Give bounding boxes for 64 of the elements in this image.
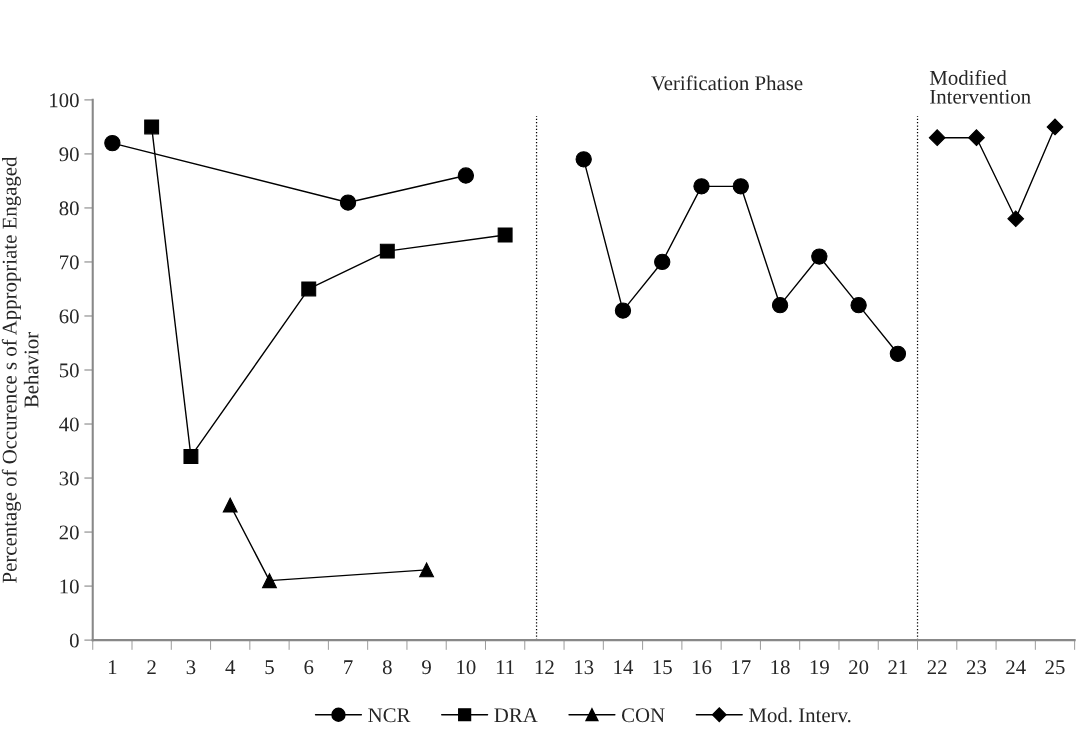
x-tick-label: 7 <box>344 660 353 674</box>
x-tick-label: 14 <box>614 660 634 674</box>
x-tick-label: 13 <box>575 660 594 675</box>
y-tick-label: 90 <box>59 147 79 162</box>
point <box>968 129 985 147</box>
legend-label: NCR <box>368 708 411 723</box>
x-tick-label: 1 <box>109 660 117 674</box>
x-tick-label: 2 <box>147 660 156 674</box>
y-tick-label: 100 <box>50 93 79 108</box>
y-axis-title: Percentage of Occurence s of Appropriate Engaged Behavior <box>1 156 39 583</box>
x-tick-label: 8 <box>382 660 392 675</box>
point <box>693 178 710 195</box>
point <box>419 562 435 578</box>
x-tick-label: 11 <box>496 660 514 674</box>
point <box>222 497 238 513</box>
y-tick-label: 80 <box>59 201 79 216</box>
annotation: Modified Intervention <box>929 70 1031 104</box>
y-tick-label: 0 <box>69 633 79 648</box>
x-tick-label: 16 <box>692 660 712 675</box>
legend-label: CON <box>621 708 665 723</box>
x-tick-label: 17 <box>732 660 751 674</box>
point <box>301 281 317 297</box>
x-tick-label: 5 <box>265 660 274 675</box>
point <box>850 297 867 314</box>
x-tick-label: 6 <box>304 660 314 675</box>
x-tick-label: 12 <box>535 660 554 674</box>
legend-label: Mod. Interv. <box>749 707 851 723</box>
y-tick-label: 20 <box>59 525 79 540</box>
x-tick-label: 15 <box>653 660 672 675</box>
point <box>889 345 907 362</box>
y-tick-label: 30 <box>59 471 79 486</box>
y-tick-label: 50 <box>59 363 79 378</box>
x-tick-label: 18 <box>771 660 790 675</box>
point <box>654 253 671 271</box>
point <box>771 297 789 314</box>
x-tick-label: 19 <box>810 660 829 675</box>
y-tick-label: 60 <box>59 309 79 324</box>
x-tick-label: 4 <box>225 660 236 674</box>
x-tick-label: 20 <box>849 660 869 675</box>
point <box>497 227 513 243</box>
point <box>379 243 395 259</box>
point <box>575 151 592 168</box>
x-tick-label: 3 <box>186 660 196 675</box>
text: Verification Phase <box>651 75 803 91</box>
point <box>1046 118 1064 136</box>
x-tick-label: 22 <box>927 660 947 674</box>
x-tick-label: 25 <box>1045 660 1065 675</box>
y-tick-label: 70 <box>60 255 79 270</box>
point <box>262 573 277 589</box>
point <box>811 248 828 265</box>
x-tick-label: 10 <box>457 660 476 675</box>
point <box>183 448 199 464</box>
legend-label: DRA <box>494 708 538 723</box>
point <box>144 119 160 135</box>
x-tick-label: 24 <box>1006 660 1026 674</box>
point <box>928 129 946 147</box>
x-tick-label: 21 <box>888 660 908 674</box>
point <box>614 302 632 319</box>
point <box>732 178 749 195</box>
y-tick-label: 40 <box>59 417 79 432</box>
y-tick-label: 10 <box>60 579 79 594</box>
x-tick-label: 9 <box>422 660 431 675</box>
x-tick-label: 23 <box>966 660 987 675</box>
point <box>1007 210 1025 228</box>
